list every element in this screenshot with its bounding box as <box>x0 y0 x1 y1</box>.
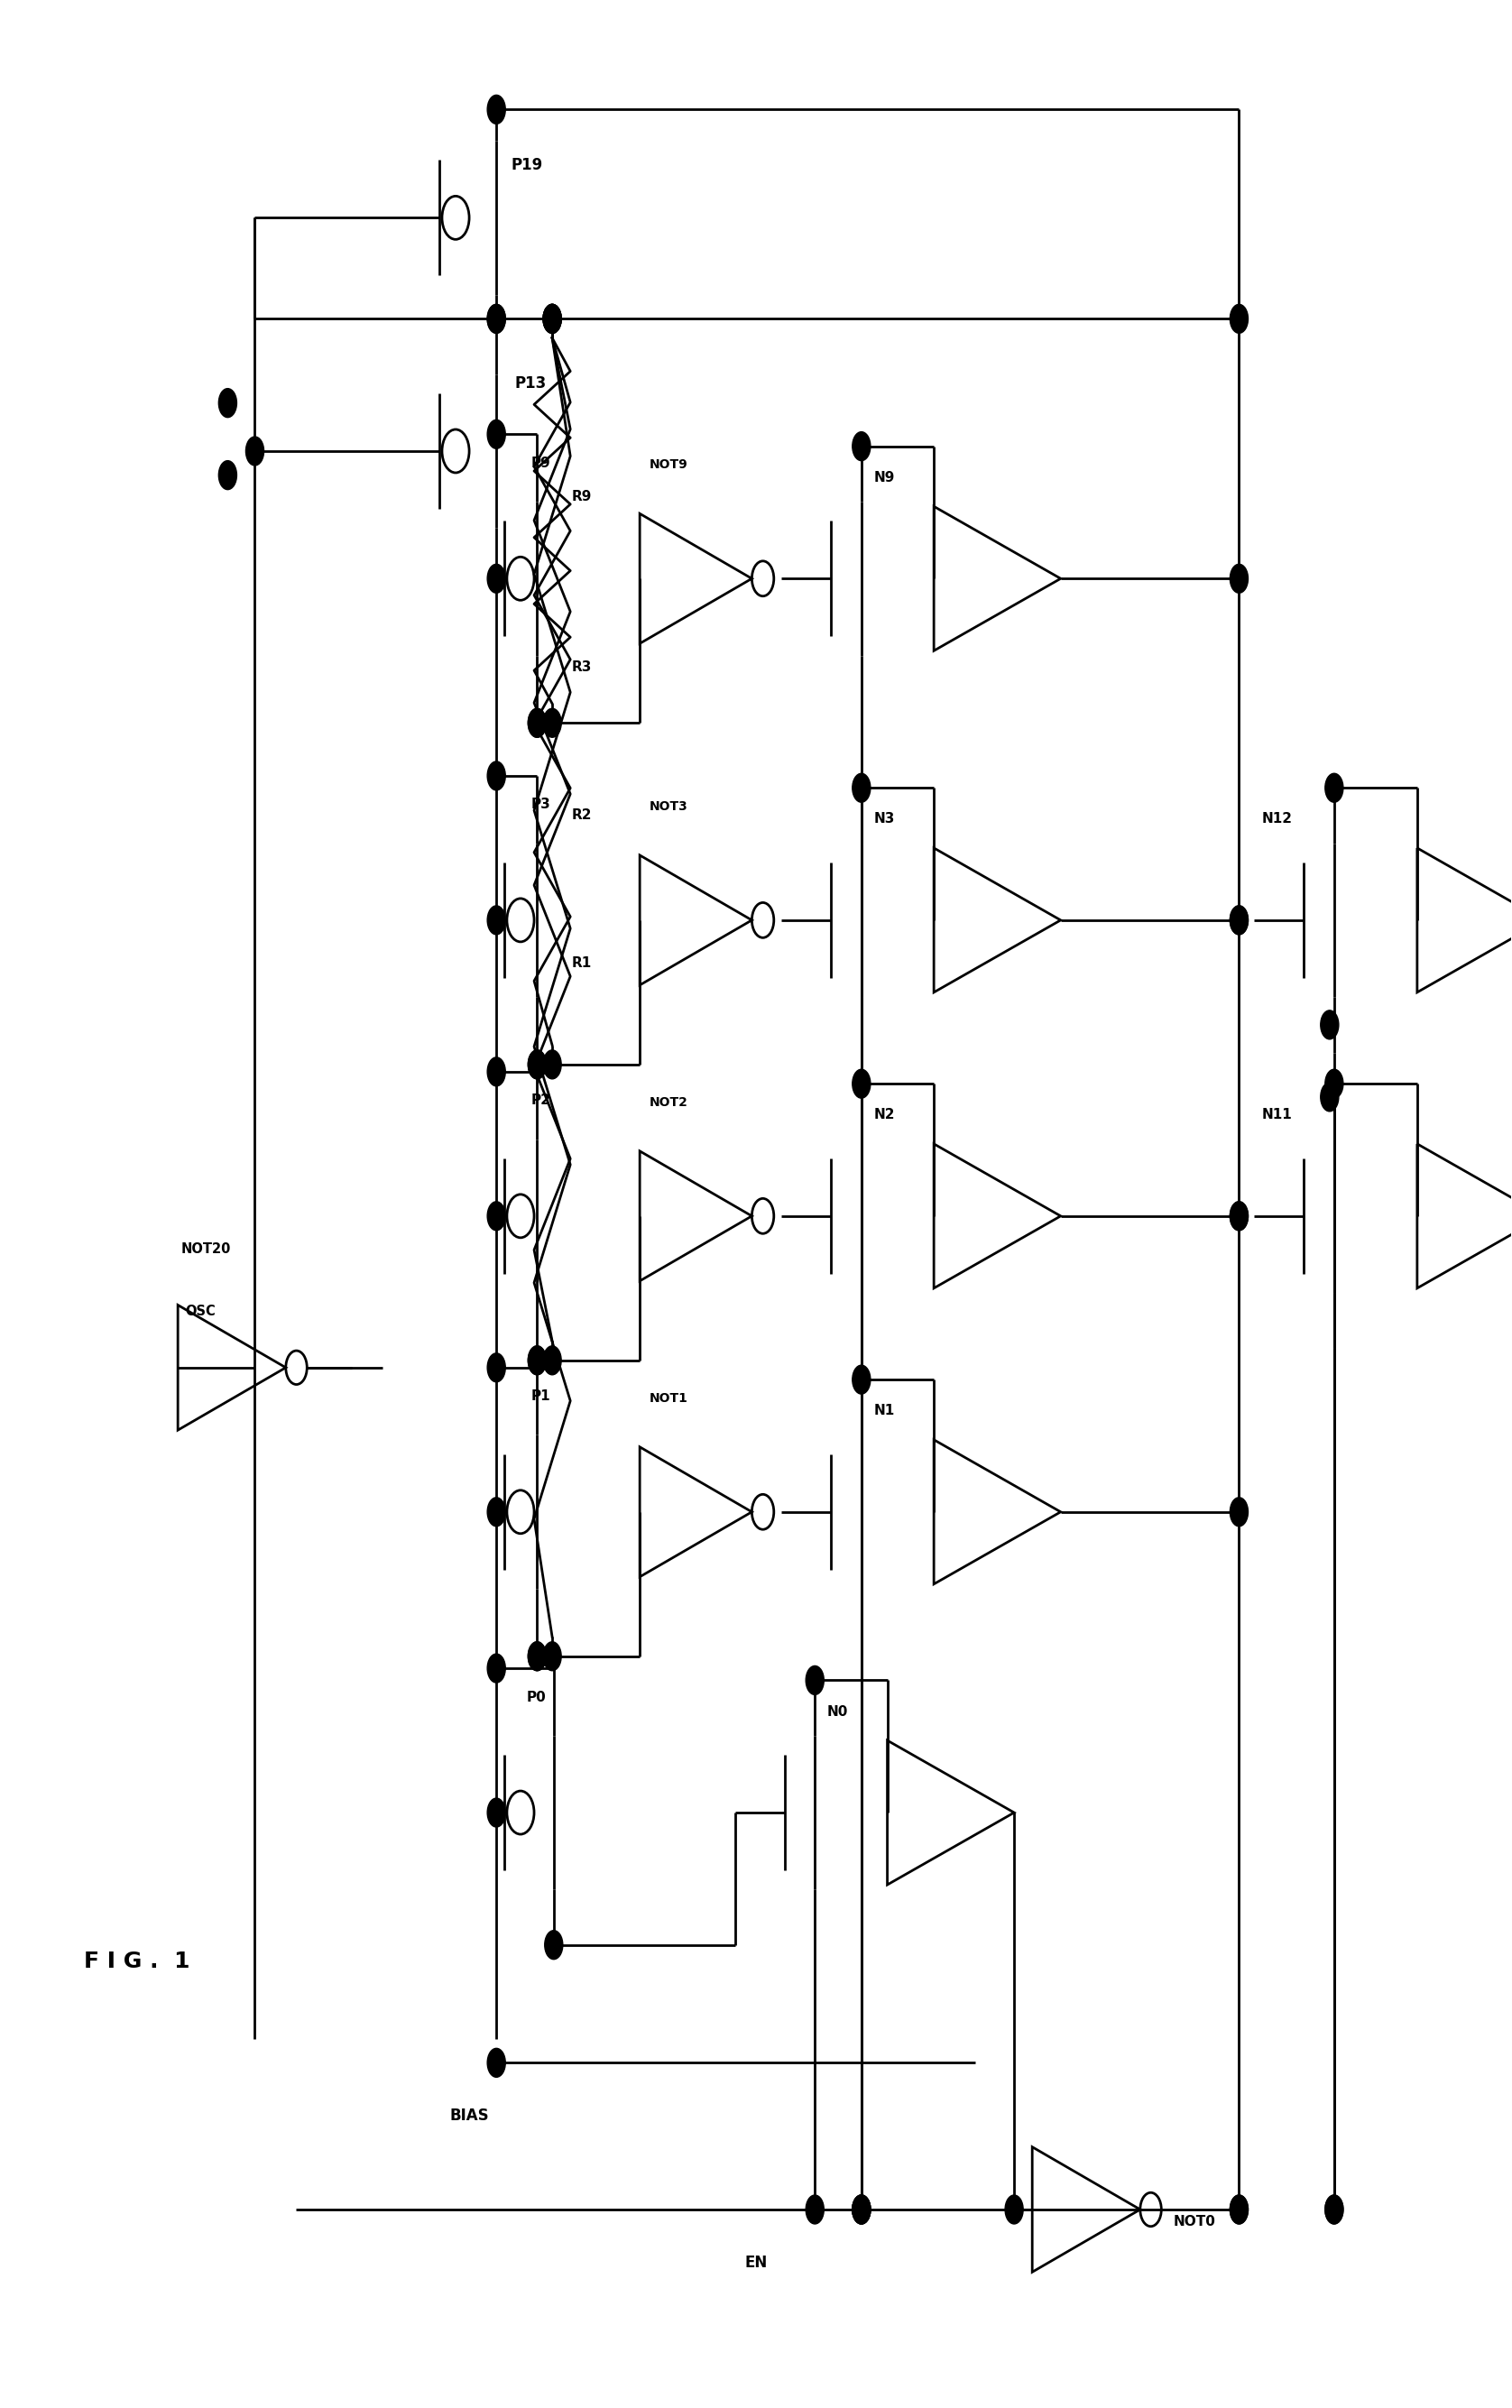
Circle shape <box>1229 1202 1247 1230</box>
Circle shape <box>1229 1202 1247 1230</box>
Circle shape <box>1229 905 1247 934</box>
Text: N0: N0 <box>827 1705 848 1719</box>
Circle shape <box>1320 1084 1338 1112</box>
Circle shape <box>806 1666 824 1695</box>
Circle shape <box>487 1498 505 1527</box>
Circle shape <box>543 708 561 737</box>
Circle shape <box>853 1069 871 1098</box>
Circle shape <box>853 2196 871 2225</box>
Text: NOT3: NOT3 <box>649 799 688 814</box>
Text: N2: N2 <box>874 1108 895 1122</box>
Circle shape <box>544 1931 562 1960</box>
Text: EN: EN <box>744 2254 768 2271</box>
Text: NOT9: NOT9 <box>649 458 688 472</box>
Circle shape <box>1325 1069 1343 1098</box>
Circle shape <box>1229 1498 1247 1527</box>
Circle shape <box>487 94 505 123</box>
Circle shape <box>1229 303 1247 332</box>
Text: NOT20: NOT20 <box>181 1243 231 1255</box>
Text: N9: N9 <box>874 472 895 484</box>
Text: P13: P13 <box>514 376 546 393</box>
Text: R9: R9 <box>572 489 593 503</box>
Text: OSC: OSC <box>186 1305 216 1317</box>
Circle shape <box>1325 773 1343 802</box>
Circle shape <box>853 773 871 802</box>
Circle shape <box>528 1642 546 1671</box>
Circle shape <box>487 1654 505 1683</box>
Circle shape <box>543 303 561 332</box>
Circle shape <box>487 1057 505 1086</box>
Circle shape <box>528 1050 546 1079</box>
Circle shape <box>528 1346 546 1375</box>
Circle shape <box>1229 2196 1247 2225</box>
Text: P1: P1 <box>531 1389 550 1404</box>
Circle shape <box>246 436 265 465</box>
Circle shape <box>543 1050 561 1079</box>
Text: R3: R3 <box>572 660 593 674</box>
Circle shape <box>487 1799 505 1828</box>
Circle shape <box>543 303 561 332</box>
Circle shape <box>487 1202 505 1230</box>
Circle shape <box>487 303 505 332</box>
Circle shape <box>528 1346 546 1375</box>
Circle shape <box>543 303 561 332</box>
Circle shape <box>1229 2196 1247 2225</box>
Circle shape <box>1325 2196 1343 2225</box>
Text: P3: P3 <box>531 797 550 811</box>
Text: P2: P2 <box>531 1093 550 1108</box>
Circle shape <box>1229 905 1247 934</box>
Text: N11: N11 <box>1261 1108 1293 1122</box>
Circle shape <box>487 419 505 448</box>
Text: N1: N1 <box>874 1404 895 1418</box>
Circle shape <box>528 1642 546 1671</box>
Circle shape <box>853 2196 871 2225</box>
Text: R2: R2 <box>572 809 593 821</box>
Circle shape <box>543 1642 561 1671</box>
Text: F I G .  1: F I G . 1 <box>85 1950 191 1972</box>
Circle shape <box>528 708 546 737</box>
Circle shape <box>1325 2196 1343 2225</box>
Text: P9: P9 <box>531 458 550 470</box>
Text: N3: N3 <box>874 811 895 826</box>
Text: NOT1: NOT1 <box>649 1392 688 1404</box>
Circle shape <box>853 2196 871 2225</box>
Circle shape <box>219 460 237 489</box>
Circle shape <box>1005 2196 1024 2225</box>
Text: BIAS: BIAS <box>449 2107 488 2124</box>
Circle shape <box>487 1353 505 1382</box>
Circle shape <box>1229 563 1247 592</box>
Text: P19: P19 <box>511 157 543 173</box>
Circle shape <box>853 2196 871 2225</box>
Text: P0: P0 <box>526 1690 546 1705</box>
Circle shape <box>1320 1011 1338 1040</box>
Text: NOT2: NOT2 <box>649 1096 688 1108</box>
Circle shape <box>853 431 871 460</box>
Circle shape <box>487 563 505 592</box>
Circle shape <box>487 761 505 790</box>
Text: N12: N12 <box>1261 811 1293 826</box>
Circle shape <box>487 2049 505 2078</box>
Text: R1: R1 <box>572 956 591 970</box>
Circle shape <box>219 388 237 417</box>
Text: NOT0: NOT0 <box>1173 2215 1216 2227</box>
Circle shape <box>806 2196 824 2225</box>
Circle shape <box>543 303 561 332</box>
Circle shape <box>487 303 505 332</box>
Circle shape <box>543 1346 561 1375</box>
Circle shape <box>528 708 546 737</box>
Circle shape <box>853 1365 871 1394</box>
Circle shape <box>487 905 505 934</box>
Circle shape <box>528 1050 546 1079</box>
